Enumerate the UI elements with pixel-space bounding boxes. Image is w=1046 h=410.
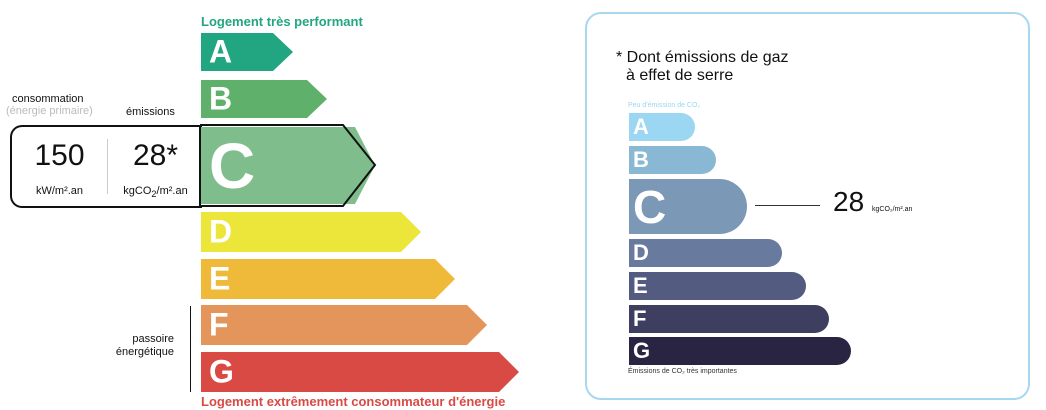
class-letter: E: [633, 273, 648, 298]
ges-unit: kgCO₂/m².an: [872, 206, 913, 213]
ges-top-label: Peu d'émission de CO₂: [628, 102, 701, 109]
class-letter: F: [633, 306, 647, 331]
ges-title: * Dont émissions de gaz à effet de serre: [616, 49, 789, 85]
class-letter: C: [633, 180, 667, 233]
ges-pointer-line: [755, 205, 820, 206]
ges-class-b: B: [629, 146, 716, 174]
passoire-line: [190, 306, 191, 392]
emissions-value: 28*: [132, 139, 179, 172]
energy-class-g: G: [201, 352, 519, 392]
ges-title-line2: à effet de serre: [626, 67, 734, 84]
ges-panel: [585, 12, 1030, 400]
passoire-label: passoire énergétique: [115, 333, 174, 358]
class-letter: D: [633, 240, 649, 265]
ges-title-line1: * Dont émissions de gaz: [616, 49, 789, 66]
emissions-label: émissions: [126, 106, 175, 118]
ges-class-f: F: [629, 305, 829, 333]
value-box: 150 28* kW/m².an kgCO2/m².an: [10, 125, 202, 208]
energy-class-f: F: [201, 305, 487, 345]
class-letter: B: [209, 80, 233, 117]
energy-class-a: A: [201, 33, 293, 71]
ges-class-d: D: [629, 239, 782, 267]
ges-class-c: C: [629, 179, 747, 234]
top-label: Logement très performant: [201, 14, 363, 29]
class-letter: G: [209, 353, 234, 390]
consumption-value: 150: [34, 139, 85, 172]
ges-class-e: E: [629, 272, 806, 300]
class-letter: B: [633, 147, 649, 172]
class-letter: D: [209, 213, 233, 250]
consumption-sub: (énergie primaire): [6, 105, 93, 117]
class-letter: E: [209, 260, 231, 297]
bottom-label: Logement extrêmement consommateur d'éner…: [201, 394, 506, 409]
divider: [107, 139, 108, 194]
class-letter: A: [209, 33, 233, 70]
class-letter: A: [633, 114, 649, 139]
class-letter: G: [633, 338, 651, 363]
energy-class-c: C: [201, 127, 375, 204]
emissions-unit: kgCO2/m².an: [123, 185, 188, 200]
ges-class-g: G: [629, 337, 851, 365]
ges-value: 28: [833, 186, 865, 217]
class-letter: F: [209, 306, 229, 343]
ges-class-a: A: [629, 113, 695, 141]
consumption-label: consommation: [12, 93, 84, 105]
class-letter: C: [209, 129, 256, 202]
energy-class-d: D: [201, 212, 421, 252]
consumption-unit: kW/m².an: [35, 185, 84, 197]
energy-class-b: B: [201, 80, 327, 118]
ges-bottom-label: Émissions de CO₂ très importantes: [628, 368, 737, 375]
energy-class-e: E: [201, 259, 455, 299]
